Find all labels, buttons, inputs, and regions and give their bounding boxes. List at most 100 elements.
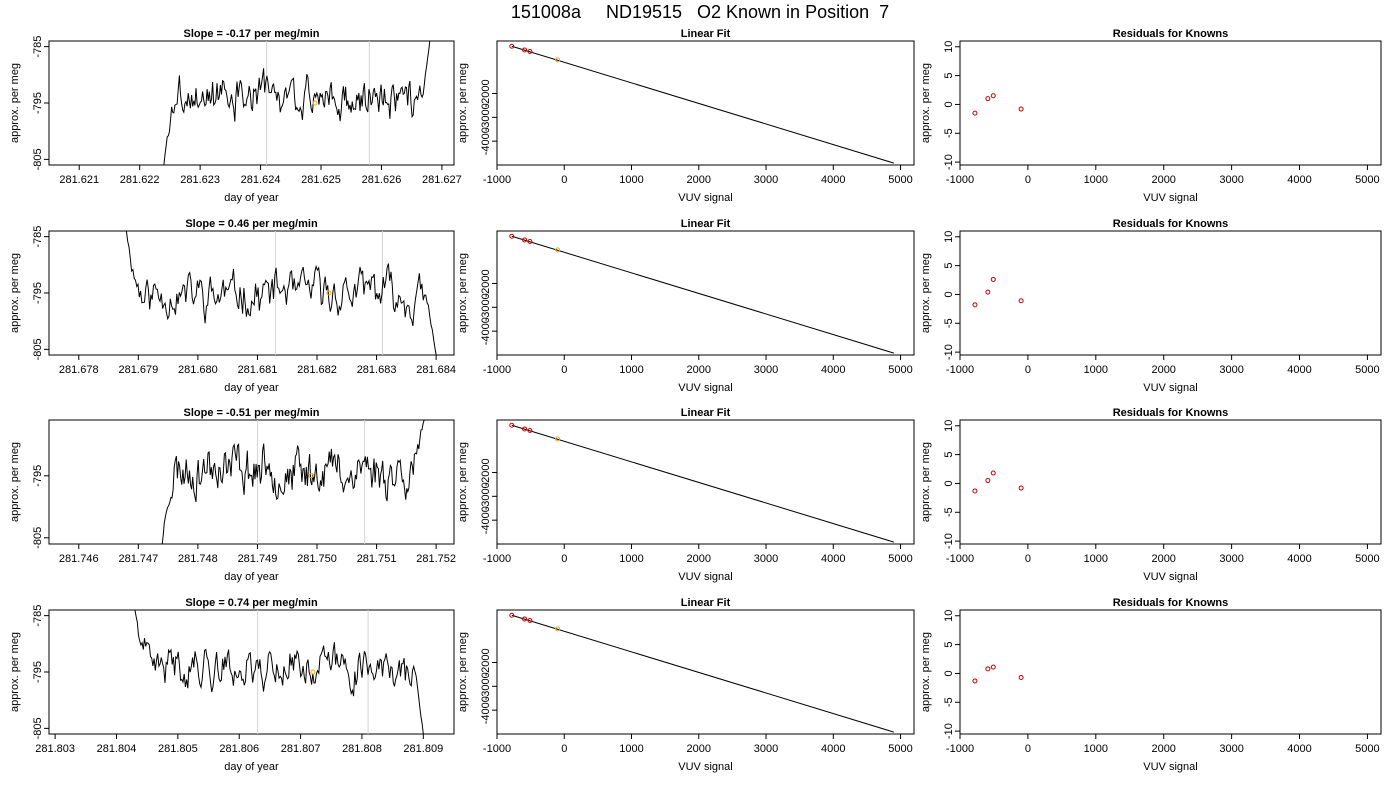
plot-frame	[959, 609, 1382, 735]
y-tick-label: -10	[943, 154, 955, 170]
chart-title: Slope = -0.51 per meg/min	[183, 407, 319, 419]
x-axis: 281.621 281.622 281.623 281.624 281.625 281.6…	[59, 165, 462, 186]
x-tick-label: 281.622	[120, 174, 160, 186]
data-point	[509, 43, 515, 49]
data-point	[522, 426, 528, 432]
data-point	[1018, 106, 1024, 112]
plot-frame	[48, 419, 455, 545]
data-point	[972, 302, 978, 308]
x-tick-label: 5000	[888, 743, 912, 755]
x-axis-label: day of year	[224, 382, 279, 394]
x-tick-label: 3000	[754, 743, 778, 755]
plot-frame	[959, 40, 1382, 166]
x-tick-label: 281.748	[178, 553, 218, 565]
x-tick-label: -1000	[946, 174, 974, 186]
y-tick-label: -5	[943, 507, 955, 517]
data-point	[985, 666, 991, 672]
y-axis-label: approx. per meg	[920, 442, 932, 522]
x-tick-label: -1000	[483, 174, 511, 186]
x-tick-label: 281.803	[35, 743, 75, 755]
y-tick-label: 5	[943, 452, 955, 458]
x-tick-label: 5000	[1355, 364, 1379, 376]
x-tick-label: 281.806	[219, 743, 259, 755]
y-tick-label: -785	[32, 605, 44, 627]
y-tick-label: -5	[943, 697, 955, 707]
y-axis-label: approx. per meg	[920, 253, 932, 333]
x-axis-label: day of year	[224, 192, 279, 204]
x-tick-label: 281.747	[118, 553, 158, 565]
y-tick-label: -5	[943, 318, 955, 328]
plot-area	[972, 664, 1024, 684]
plot-area	[972, 276, 1024, 308]
x-tick-label: 281.749	[238, 553, 278, 565]
x-tick-label: 1000	[1084, 174, 1108, 186]
y-tick-label: 0	[943, 670, 955, 676]
x-tick-label: 281.624	[241, 174, 281, 186]
known-point	[555, 57, 561, 63]
y-tick-label: -785	[32, 226, 44, 248]
y-tick-label: -2000	[480, 458, 492, 486]
y-axis-label: approx. per meg	[9, 442, 21, 522]
y-tick-label: -795	[32, 465, 44, 487]
x-tick-label: 0	[561, 364, 567, 376]
x-tick-label: 2000	[687, 174, 711, 186]
y-tick-label: 0	[943, 101, 955, 107]
x-tick-label: 0	[1025, 553, 1031, 565]
chart-title: Residuals for Knowns	[1113, 28, 1229, 40]
data-point	[990, 276, 996, 282]
x-tick-label: 0	[561, 174, 567, 186]
x-tick-label: -1000	[483, 743, 511, 755]
y-tick-label: -795	[32, 661, 44, 683]
x-tick-label: 4000	[1287, 743, 1311, 755]
data-point	[985, 478, 991, 484]
y-tick-label: -2000	[480, 648, 492, 676]
x-axis: -1000 0 1000 2000 3000 4000 5000	[946, 165, 1380, 186]
x-axis-label: VUV signal	[678, 382, 732, 394]
y-tick-label: -10	[943, 533, 955, 549]
x-tick-label: 281.809	[403, 743, 443, 755]
x-tick-label: 1000	[1084, 553, 1108, 565]
data-point	[527, 238, 533, 244]
y-axis: -2000-3000-4000	[480, 269, 497, 345]
y-axis-label: approx. per meg	[457, 253, 469, 333]
y-tick-label: 10	[943, 610, 955, 622]
x-tick-label: -1000	[946, 364, 974, 376]
plot-area	[509, 422, 894, 543]
data-point	[972, 110, 978, 116]
data-point	[509, 233, 515, 239]
fit-line	[511, 424, 894, 543]
y-tick-label: -10	[943, 344, 955, 360]
x-tick-label: 4000	[1287, 364, 1311, 376]
x-tick-label: 281.750	[297, 553, 337, 565]
y-tick-label: 10	[943, 41, 955, 53]
x-tick-label: 4000	[1287, 553, 1311, 565]
y-axis-label: approx. per meg	[920, 63, 932, 143]
plot-area	[163, 41, 431, 165]
x-tick-label: 281.678	[59, 364, 99, 376]
x-axis: -1000 0 1000 2000 3000 4000 5000	[483, 355, 913, 376]
x-tick-label: 2000	[1151, 364, 1175, 376]
chart-title: Linear Fit	[681, 597, 731, 609]
panel-2-2: Linear Fit -1000 0 1000 2000 3000 4000 5000 VUV …	[457, 218, 915, 394]
x-tick-label: 281.805	[158, 743, 198, 755]
y-tick-label: -4000	[480, 127, 492, 155]
x-tick-label: 1000	[619, 553, 643, 565]
y-tick-label: -4000	[480, 696, 492, 724]
known-point	[308, 473, 314, 479]
y-axis: -795 -805	[32, 465, 49, 549]
y-tick-label: -3000	[480, 482, 492, 510]
page-title: 151008a ND19515 O2 Known in Position 7	[510, 2, 890, 22]
y-axis-label: approx. per meg	[457, 63, 469, 143]
plot-frame	[496, 230, 915, 356]
plot-frame	[48, 230, 455, 356]
fit-line	[511, 614, 894, 733]
data-point	[527, 48, 533, 54]
data-point	[509, 422, 515, 428]
x-axis-label: day of year	[224, 571, 279, 583]
panel-3-3: Residuals for Knowns -1000 0 1000 2000 3000 40…	[920, 407, 1382, 583]
x-tick-label: 0	[561, 553, 567, 565]
y-tick-label: -805	[32, 717, 44, 739]
y-axis: 10 5 0 -5 -10	[943, 610, 960, 739]
known-point	[555, 436, 561, 442]
